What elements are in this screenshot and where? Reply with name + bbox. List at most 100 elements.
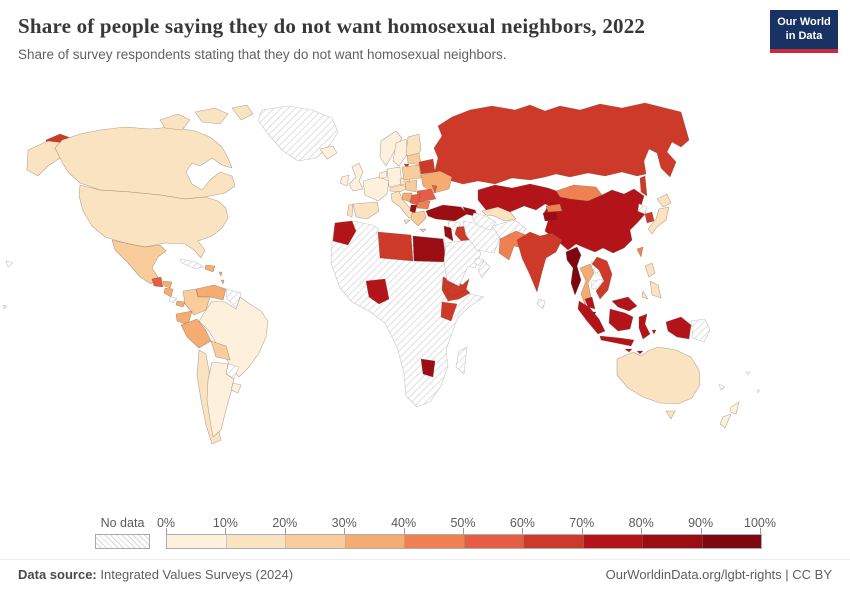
country-fiji-1[interactable] (745, 371, 751, 376)
country-netherlands-belgium[interactable] (378, 170, 388, 179)
country-nicaragua[interactable] (163, 287, 174, 298)
country-oman[interactable] (477, 260, 491, 279)
legend-segment-40-50%[interactable] (405, 535, 465, 548)
country-australia[interactable] (616, 346, 701, 405)
country-united-states[interactable] (78, 184, 229, 259)
country-poland[interactable] (401, 164, 422, 181)
country-moldova[interactable] (431, 184, 438, 194)
country-turkmenistan[interactable] (471, 212, 497, 231)
country-hispaniola[interactable] (204, 264, 216, 273)
country-egypt[interactable] (412, 235, 447, 263)
country-united-kingdom[interactable] (348, 162, 364, 192)
country-uruguay[interactable] (230, 382, 242, 394)
country-indonesia-lesser-sunda-1[interactable] (624, 348, 633, 353)
country-canada[interactable] (54, 126, 236, 200)
legend-segment-10-20%[interactable] (226, 535, 286, 548)
country-kyrgyzstan[interactable] (545, 203, 563, 213)
country-fiji-2[interactable] (756, 389, 761, 394)
country-mexico[interactable] (111, 239, 167, 285)
country-indonesia-sulawesi[interactable] (638, 313, 651, 340)
country-norway[interactable] (379, 130, 403, 167)
country-bolivia[interactable] (210, 340, 231, 361)
country-japan-hokkaido[interactable] (656, 193, 672, 208)
country-new-zealand-south[interactable] (719, 413, 732, 429)
country-malaysia-peninsula[interactable] (584, 296, 596, 310)
owid-logo[interactable]: Our World in Data (770, 10, 838, 53)
country-austria-switzerland[interactable] (389, 184, 409, 193)
country-canada-islands-2[interactable] (194, 107, 229, 125)
country-greece[interactable] (410, 210, 427, 227)
country-bulgaria[interactable] (416, 200, 431, 210)
country-colombia[interactable] (182, 288, 211, 316)
country-vietnam[interactable] (591, 256, 613, 300)
country-indonesia-java[interactable] (599, 335, 635, 347)
legend-segment-90-100%[interactable] (702, 535, 761, 548)
country-new-zealand-north[interactable] (729, 401, 740, 415)
country-india[interactable] (516, 231, 563, 293)
country-jordan[interactable] (443, 225, 454, 242)
legend-segment-60-70%[interactable] (524, 535, 584, 548)
legend-segment-20-30%[interactable] (286, 535, 346, 548)
country-indonesia-papua[interactable] (665, 316, 692, 340)
legend-segment-30-40%[interactable] (345, 535, 405, 548)
country-caribbean-1[interactable] (218, 271, 223, 277)
country-greenland[interactable] (257, 105, 339, 162)
country-japan-honshu[interactable] (647, 206, 670, 235)
country-panama[interactable] (175, 300, 186, 308)
country-hungary-slovakia[interactable] (404, 179, 418, 193)
country-morocco[interactable] (332, 220, 357, 246)
country-nigeria[interactable] (365, 278, 390, 305)
country-philippines-mindanao[interactable] (649, 280, 662, 299)
country-brazil[interactable] (198, 296, 269, 378)
legend-segment-80-90%[interactable] (643, 535, 703, 548)
country-sri-lanka[interactable] (536, 298, 546, 310)
country-portugal[interactable] (346, 203, 354, 218)
country-hawaii[interactable] (5, 260, 14, 268)
country-spain[interactable] (352, 201, 380, 220)
country-caribbean-2[interactable] (220, 279, 225, 285)
legend-segment-70-80%[interactable] (583, 535, 643, 548)
country-indonesia-lesser-sunda-2[interactable] (636, 350, 644, 355)
country-myanmar[interactable] (565, 246, 582, 296)
country-russia-sakhalin[interactable] (639, 175, 648, 197)
country-guatemala[interactable] (151, 276, 164, 288)
country-taiwan[interactable] (636, 246, 644, 258)
country-papua-new-guinea[interactable] (690, 318, 711, 343)
country-argentina[interactable] (206, 361, 235, 438)
country-iceland[interactable] (319, 145, 338, 160)
country-zimbabwe[interactable] (420, 358, 436, 378)
legend-segment-50-60%[interactable] (464, 535, 524, 548)
country-france[interactable] (362, 176, 390, 202)
credit-link[interactable]: OurWorldinData.org/lgbt-rights | CC BY (605, 567, 832, 582)
country-indonesia-kalimantan[interactable] (608, 308, 634, 332)
country-greece-crete[interactable] (419, 228, 427, 233)
country-philippines-luzon[interactable] (644, 262, 656, 278)
country-honduras[interactable] (162, 280, 173, 289)
country-libya[interactable] (377, 231, 414, 262)
country-cuba[interactable] (179, 258, 205, 270)
country-north-korea[interactable] (637, 203, 648, 215)
country-mongolia[interactable] (555, 184, 603, 202)
country-germany[interactable] (386, 166, 403, 188)
country-madagascar[interactable] (455, 346, 468, 375)
country-bosnia-croatia[interactable] (401, 192, 413, 203)
country-kenya[interactable] (440, 301, 458, 322)
country-ireland[interactable] (339, 174, 350, 187)
country-malaysia-borneo[interactable] (611, 296, 638, 312)
no-data-swatch[interactable] (95, 534, 150, 549)
country-canada-islands-3[interactable] (231, 104, 254, 121)
country-new-caledonia[interactable] (718, 383, 726, 391)
country-tajikistan[interactable] (542, 211, 559, 222)
legend-segment-0-10%[interactable] (167, 535, 227, 548)
country-yemen[interactable] (443, 278, 470, 298)
country-indonesia-maluku[interactable] (651, 329, 657, 335)
country-russia-kaliningrad[interactable] (403, 163, 410, 169)
country-philippines-visayas[interactable] (641, 290, 649, 300)
country-thailand[interactable] (579, 263, 595, 306)
country-turkey[interactable] (425, 204, 468, 222)
country-italy-sicily[interactable] (403, 219, 411, 225)
country-pacific-speck[interactable] (2, 304, 8, 310)
country-canada-islands-1[interactable] (159, 113, 191, 131)
country-belarus[interactable] (418, 158, 436, 175)
country-south-korea[interactable] (644, 211, 655, 224)
